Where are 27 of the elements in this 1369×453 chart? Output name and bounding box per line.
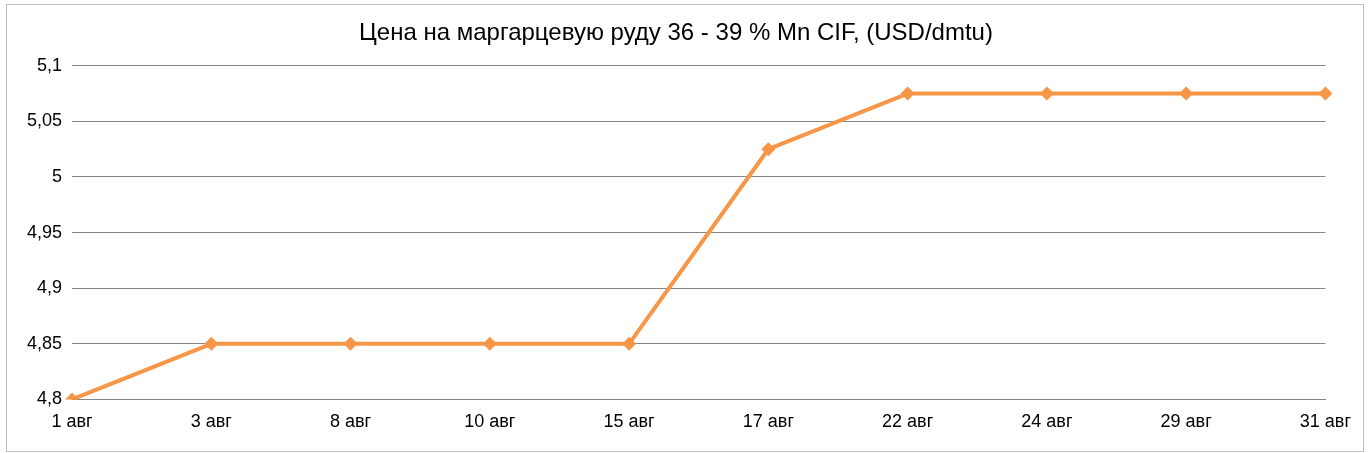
- x-tick-label: 17 авг: [742, 411, 795, 432]
- y-tick-label: 5,05: [26, 110, 63, 131]
- point: [343, 336, 358, 351]
- x-tick-label: 24 авг: [1021, 411, 1073, 432]
- point: [1318, 86, 1333, 101]
- x-tick-label: 3 авг: [190, 411, 233, 432]
- x-tick-label: 10 авг: [464, 411, 516, 432]
- point: [1039, 86, 1054, 101]
- point: [482, 336, 497, 351]
- y-tick-label: 5: [52, 165, 63, 186]
- x-tick-label: 31 авг: [1299, 411, 1352, 432]
- point: [1179, 86, 1194, 101]
- x-tick-label: 15 авг: [603, 411, 656, 432]
- y-tick-label: 4,85: [26, 332, 63, 353]
- point: [900, 86, 915, 101]
- y-tick-label: 4,8: [37, 388, 63, 409]
- x-tick-label: 1 авг: [51, 411, 94, 432]
- y-tick-label: 5,1: [37, 54, 63, 75]
- y-tick-label: 4,9: [37, 277, 63, 298]
- x-tick-label: 8 авг: [329, 411, 372, 432]
- chart-title: Цена на маргарцевую руду 36 - 39 % Mn CIF, (USD/dmtu): [359, 18, 993, 46]
- y-tick-label: 4,95: [26, 221, 63, 242]
- point: [204, 336, 219, 351]
- x-tick-label: 22 авг: [882, 411, 934, 432]
- point: [761, 142, 776, 157]
- point: [622, 336, 637, 351]
- x-tick-label: 29 авг: [1160, 411, 1213, 432]
